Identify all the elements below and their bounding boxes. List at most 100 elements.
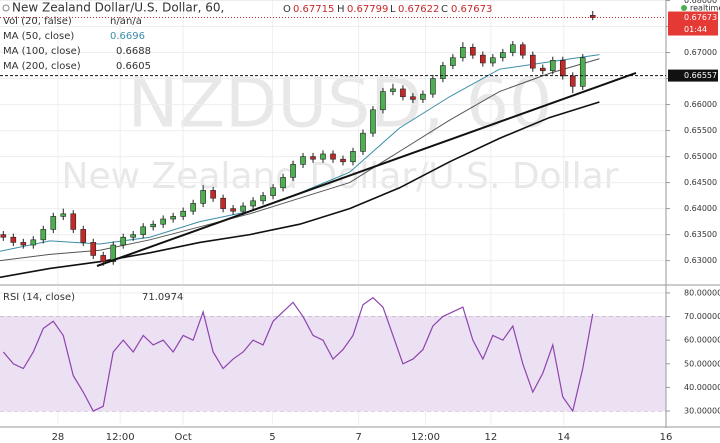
candle-body <box>110 244 117 262</box>
candle-body <box>280 177 286 189</box>
y-tick-label: 0.66000 <box>684 100 717 109</box>
y-tick-label: 60.00000 <box>684 336 720 345</box>
rsi-value: 71.0974 <box>142 292 183 303</box>
x-tick-label: 5 <box>269 432 275 443</box>
candle-body <box>200 190 206 204</box>
candle-body <box>460 47 466 59</box>
candle-body <box>180 210 186 217</box>
ohlc-value: 0.67622 <box>398 4 439 15</box>
icon <box>2 4 10 12</box>
candle-body <box>260 195 266 202</box>
x-tick-label: 12:00 <box>411 432 440 443</box>
candle-body <box>80 229 87 243</box>
y-tick-label: 40.00000 <box>684 383 720 392</box>
candle-body <box>400 88 406 98</box>
x-tick-label: 12:00 <box>106 432 135 443</box>
candle-body <box>380 91 386 111</box>
candle-body <box>220 197 226 209</box>
moving-average <box>0 101 600 279</box>
candle-body <box>10 236 17 243</box>
y-tick-label: 30.00000 <box>684 407 720 416</box>
y-tick-label: 0.63500 <box>684 230 717 239</box>
candle-body <box>120 236 127 246</box>
candle-body <box>0 234 7 238</box>
y-tick-label: 0.64000 <box>684 204 717 213</box>
candle-body <box>130 234 136 238</box>
indicator-label: MA (100, close) <box>3 46 81 57</box>
ohlc-value: 0.67715 <box>293 4 334 15</box>
ohlc-label: O <box>283 4 291 15</box>
candle-body <box>190 203 196 212</box>
indicator-value: n/a <box>110 16 126 27</box>
indicator-value: 0.6696 <box>110 31 145 42</box>
candle-body <box>440 65 446 79</box>
candle-body <box>350 151 356 163</box>
candle-body <box>559 60 566 77</box>
candle-body <box>529 54 536 69</box>
candle-body <box>360 132 366 152</box>
chart-title: New Zealand Dollar/U.S. Dollar, 60, <box>12 1 224 15</box>
candle-body <box>60 213 67 217</box>
last-price-label: 0.67673 <box>684 13 717 22</box>
candle-body <box>340 158 346 163</box>
candle-body <box>410 96 416 100</box>
indicator-value: 0.6688 <box>116 46 151 57</box>
y-tick-label: 0.68000 <box>684 0 717 5</box>
candle-body <box>150 223 156 228</box>
candle-body <box>250 200 256 207</box>
y-tick-label: 50.00000 <box>684 359 720 368</box>
candle-body <box>579 57 586 87</box>
candle-body <box>70 213 77 230</box>
candle-body <box>430 78 436 95</box>
candle-body <box>500 52 506 59</box>
ohlc-label: L <box>390 4 396 15</box>
candle-body <box>160 218 166 225</box>
candle-body <box>140 226 146 235</box>
ohlc-label: C <box>441 4 448 15</box>
indicator-label: MA (200, close) <box>3 61 81 72</box>
y-tick-label: 0.65500 <box>684 126 717 135</box>
candle-body <box>100 255 107 262</box>
candle-body <box>480 54 486 64</box>
x-tick-label: 28 <box>52 432 65 443</box>
candle-body <box>490 57 496 64</box>
candle-body <box>270 187 276 196</box>
candle-body <box>370 109 376 134</box>
candle-body <box>310 156 316 160</box>
realtime-dot <box>681 5 687 11</box>
x-tick-label: 7 <box>355 432 361 443</box>
trendline <box>96 72 637 267</box>
candle-body <box>20 242 27 246</box>
indicator-label: Vol (20, false) <box>3 16 72 27</box>
rsi-line <box>2 296 594 413</box>
candle-body <box>539 67 546 72</box>
support-label: 0.66557 <box>684 71 717 80</box>
ohlc-label: H <box>337 4 345 15</box>
moving-average <box>0 58 600 262</box>
candle-body <box>330 153 336 160</box>
candle-body <box>390 88 396 92</box>
realtime-label: realtime <box>690 4 720 13</box>
y-tick-label: 70.00000 <box>684 312 720 321</box>
x-tick-label: Oct <box>175 432 192 443</box>
candle-body <box>520 44 526 56</box>
watermark: NZDUSD, 60 <box>128 65 553 144</box>
y-tick-label: 0.63000 <box>684 256 717 265</box>
candle-body <box>40 229 47 241</box>
candle-body <box>569 75 576 87</box>
candle-body <box>320 153 326 160</box>
y-tick-label: 80.00000 <box>684 288 720 297</box>
candle-body <box>50 216 57 230</box>
indicator-label: MA (50, close) <box>3 31 74 42</box>
indicator-value: n/a <box>126 16 142 27</box>
candle-body <box>210 190 216 199</box>
rsi-band <box>0 316 666 412</box>
ohlc-value: 0.67799 <box>347 4 388 15</box>
candle-body <box>90 242 97 256</box>
labels: 28 12:00 Oct 5 7 12:00 12 14 16 0.63000 0.63500 0.6… <box>52 0 720 443</box>
y-tick-label: 0.64500 <box>684 178 717 187</box>
y-tick-label: 0.67000 <box>684 48 717 57</box>
candle-body <box>549 60 556 72</box>
countdown: 01:44 <box>684 25 707 34</box>
